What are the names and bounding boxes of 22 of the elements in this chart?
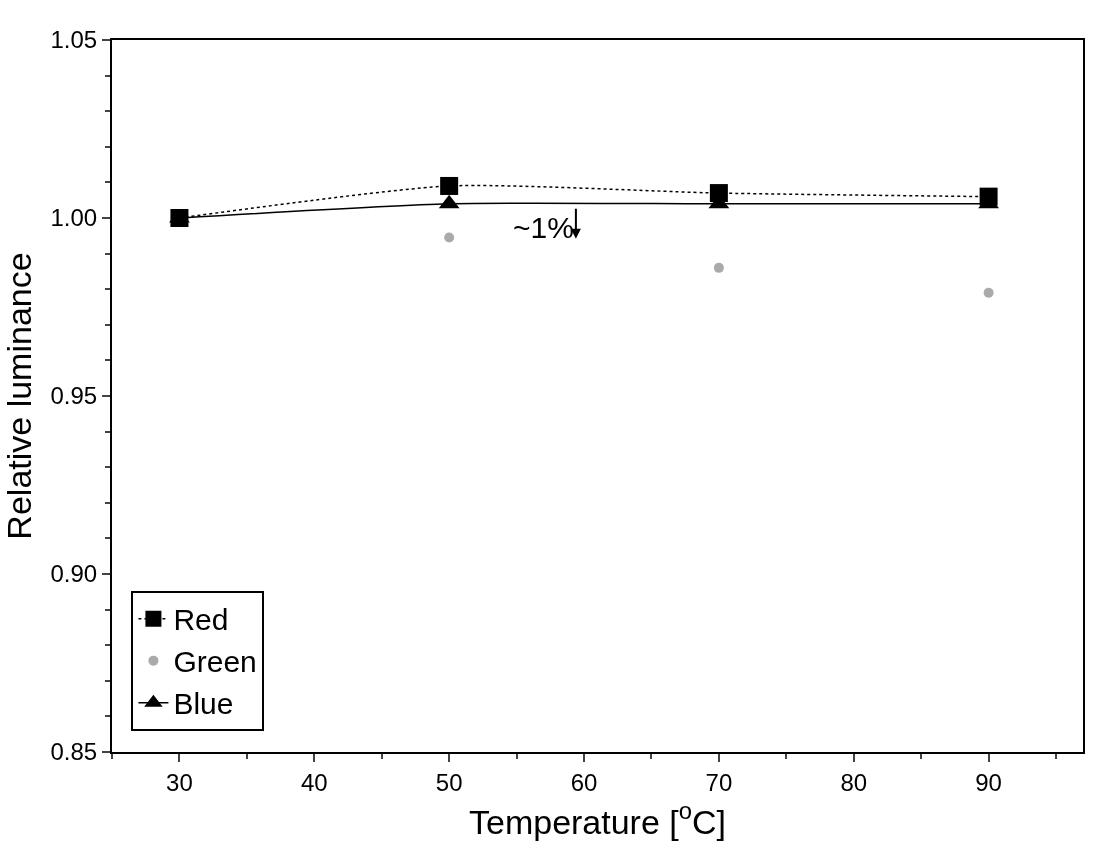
legend-label: Red [173,603,229,637]
point [444,232,455,243]
point [440,176,459,195]
y-tick-label: 1.05 [50,26,98,54]
annotation: ~1% [513,211,574,244]
x-tick-label: 90 [975,768,1002,796]
y-tick-label: 1.00 [50,204,98,232]
legend-label: Green [173,645,257,679]
point [983,287,994,298]
y-axis-title: Relative luminance [0,252,38,540]
x-tick-label: 30 [166,768,193,796]
x-tick-label: 60 [570,768,598,796]
y-tick-label: 0.95 [50,382,98,410]
y-tick-label: 0.90 [50,560,98,588]
x-tick-label: 50 [435,768,463,796]
x-tick-label: 70 [705,768,733,796]
y-tick-label: 0.85 [50,738,98,766]
x-tick-label: 80 [840,768,868,796]
point [713,262,724,273]
x-axis-title: Temperature [$^{o}$C] [468,797,727,841]
x-tick-label: 40 [300,768,328,796]
legend-label: Blue [173,687,234,721]
